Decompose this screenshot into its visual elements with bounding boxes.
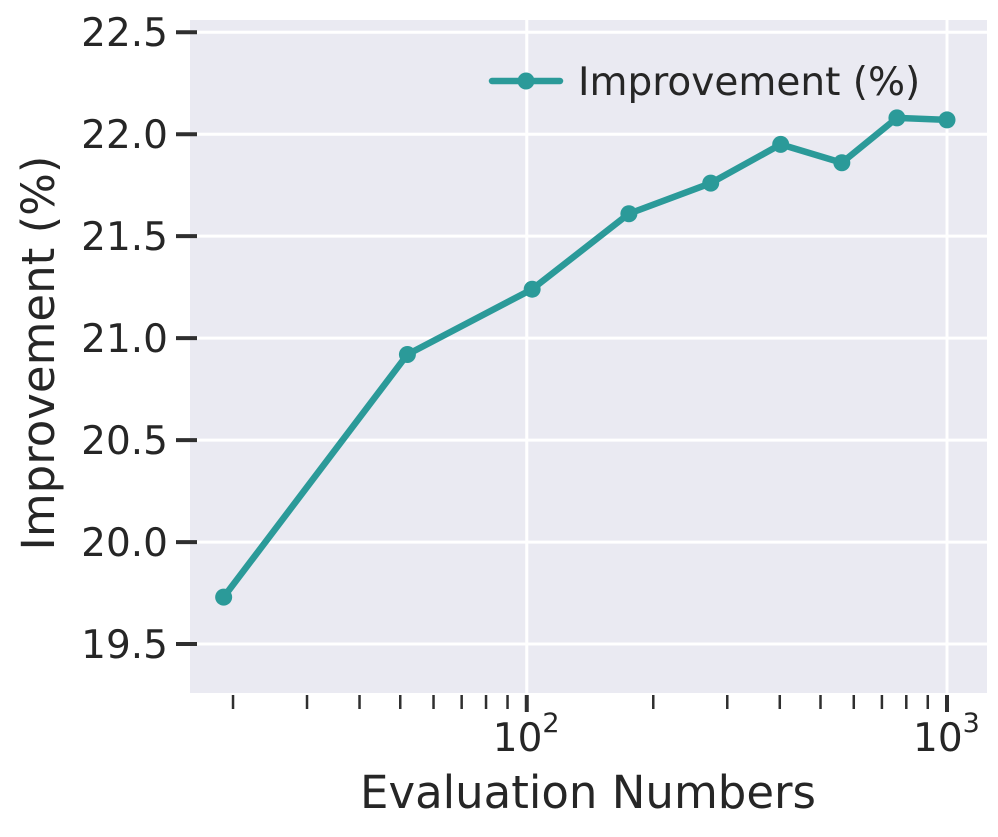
x-axis-title: Evaluation Numbers	[360, 766, 816, 819]
y-axis-title: Improvement (%)	[12, 156, 65, 551]
legend: Improvement (%)	[488, 60, 920, 105]
x-tick-label: 103	[913, 708, 980, 761]
data-point	[620, 205, 638, 223]
y-tick-label: 20.0	[81, 521, 168, 566]
plot-area	[190, 20, 987, 693]
y-tick-label: 21.5	[81, 215, 168, 260]
x-tick-label: 102	[493, 708, 560, 761]
data-point	[888, 109, 906, 127]
plot-content: 19.5 20.0 20.5 21.0 21.5 22.0 22.5 102 103	[81, 11, 987, 761]
data-point	[215, 588, 233, 606]
y-tick-label: 19.5	[81, 623, 168, 668]
y-tick-label: 22.0	[81, 113, 168, 158]
data-point	[702, 174, 720, 192]
legend-label: Improvement (%)	[578, 60, 920, 105]
data-point	[523, 280, 541, 298]
y-tick-label: 22.5	[81, 11, 168, 56]
data-point	[398, 345, 416, 363]
data-point	[938, 111, 956, 129]
legend-marker-icon	[517, 72, 535, 90]
y-tick-label: 20.5	[81, 419, 168, 464]
data-point	[772, 135, 790, 153]
y-tick-label: 21.0	[81, 317, 168, 362]
data-point	[833, 154, 851, 172]
